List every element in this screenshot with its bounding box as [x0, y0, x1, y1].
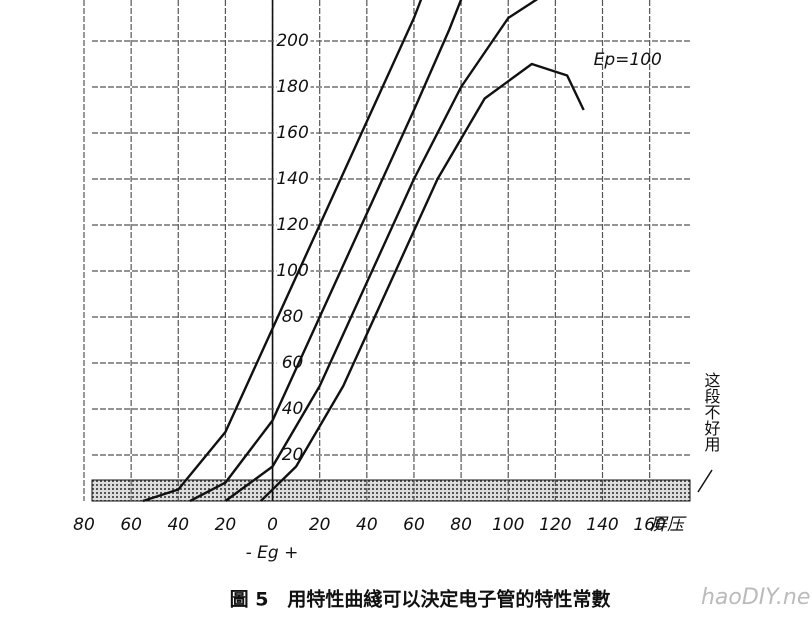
y-tick-label: 120 [276, 215, 308, 235]
tick-label-bg [276, 445, 311, 465]
x-tick-label: 20 [215, 515, 237, 535]
x-tick-label: 40 [356, 515, 378, 535]
x-axis-label: - Eg + [246, 543, 299, 563]
y-tick-label: 180 [276, 77, 308, 97]
x-tick-label: 140 [586, 515, 618, 535]
curve [224, 0, 539, 502]
y-tick-label: 220 [276, 0, 308, 5]
tick-label-bg [276, 169, 311, 189]
x-tick-label: 60 [120, 515, 142, 535]
note: 这段不好用 [702, 372, 721, 453]
x-end-label: 屏压 [650, 515, 687, 535]
y-tick-label: 60 [282, 353, 304, 373]
x-tick-label: 100 [492, 515, 524, 535]
y-tick-label: 140 [276, 169, 308, 189]
curve [142, 0, 423, 503]
y-tick-label: 20 [282, 445, 304, 465]
x-tick-label: 80 [73, 515, 95, 535]
tick-label-bg [276, 77, 311, 97]
x-tick-label: 0 [267, 515, 278, 535]
tick-label-bg [276, 31, 311, 51]
x-tick-label: 20 [309, 515, 331, 535]
y-tick-label: 200 [276, 31, 308, 51]
y-tick-label: 160 [276, 123, 308, 143]
curve [259, 62, 585, 502]
tick-label-bg [276, 0, 311, 5]
tick-label-bg [276, 123, 311, 143]
tick-label-bg [276, 307, 311, 327]
x-tick-label: 60 [403, 515, 425, 535]
y-tick-label: 40 [282, 399, 304, 419]
watermark: haoDIY.net [701, 585, 812, 610]
y-tick-label: 100 [276, 261, 308, 281]
x-tick-label: 80 [450, 515, 472, 535]
x-tick-label: 40 [167, 515, 189, 535]
x-tick-label: 120 [539, 515, 571, 535]
series-label: Ep=100 [594, 50, 662, 70]
y-tick-label: 80 [282, 307, 304, 327]
tick-label-bg [276, 215, 311, 235]
note-pointer [697, 469, 713, 493]
chart-title: 圖 5 用特性曲綫可以決定电子管的特性常數 [230, 588, 611, 611]
x-tick-label: 160 [633, 515, 665, 535]
curve [189, 0, 463, 503]
unusable-band [91, 479, 691, 502]
